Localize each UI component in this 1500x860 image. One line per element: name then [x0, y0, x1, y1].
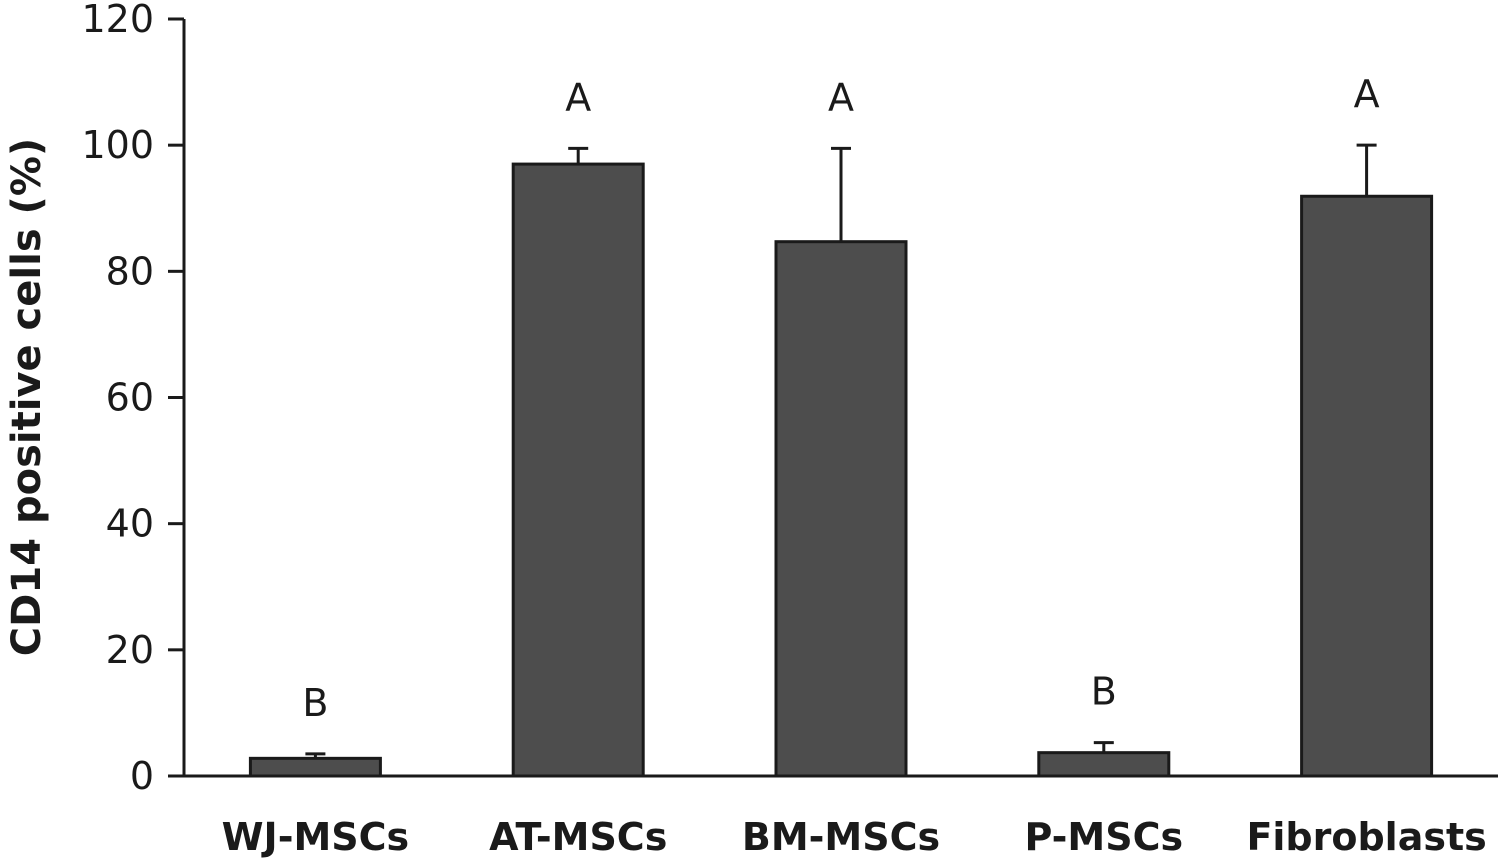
bar	[774, 240, 908, 778]
y-tick-label: 80	[106, 249, 154, 293]
y-tick-label: 0	[130, 754, 154, 798]
x-tick-label: AT-MSCs	[489, 815, 667, 859]
significance-label: A	[1354, 72, 1380, 116]
significance-label: B	[302, 681, 328, 725]
y-axis-title: CD14 positive cells (%)	[4, 138, 50, 656]
x-tick-label: P-MSCs	[1024, 815, 1183, 859]
y-tick-label: 100	[81, 123, 154, 167]
bar	[1037, 751, 1171, 778]
x-tick-label: WJ-MSCs	[222, 815, 410, 859]
y-tick-label: 120	[81, 0, 154, 41]
y-tick-label: 60	[106, 376, 154, 420]
significance-label: B	[1091, 670, 1117, 714]
bar	[248, 756, 382, 778]
x-tick-label: Fibroblasts	[1246, 815, 1486, 859]
significance-label: A	[565, 75, 591, 119]
bar	[511, 162, 645, 778]
bar	[1300, 194, 1434, 778]
y-tick-label: 40	[106, 502, 154, 546]
x-tick-label: BM-MSCs	[742, 815, 940, 859]
significance-label: A	[828, 75, 854, 119]
y-tick-label: 20	[106, 628, 154, 672]
